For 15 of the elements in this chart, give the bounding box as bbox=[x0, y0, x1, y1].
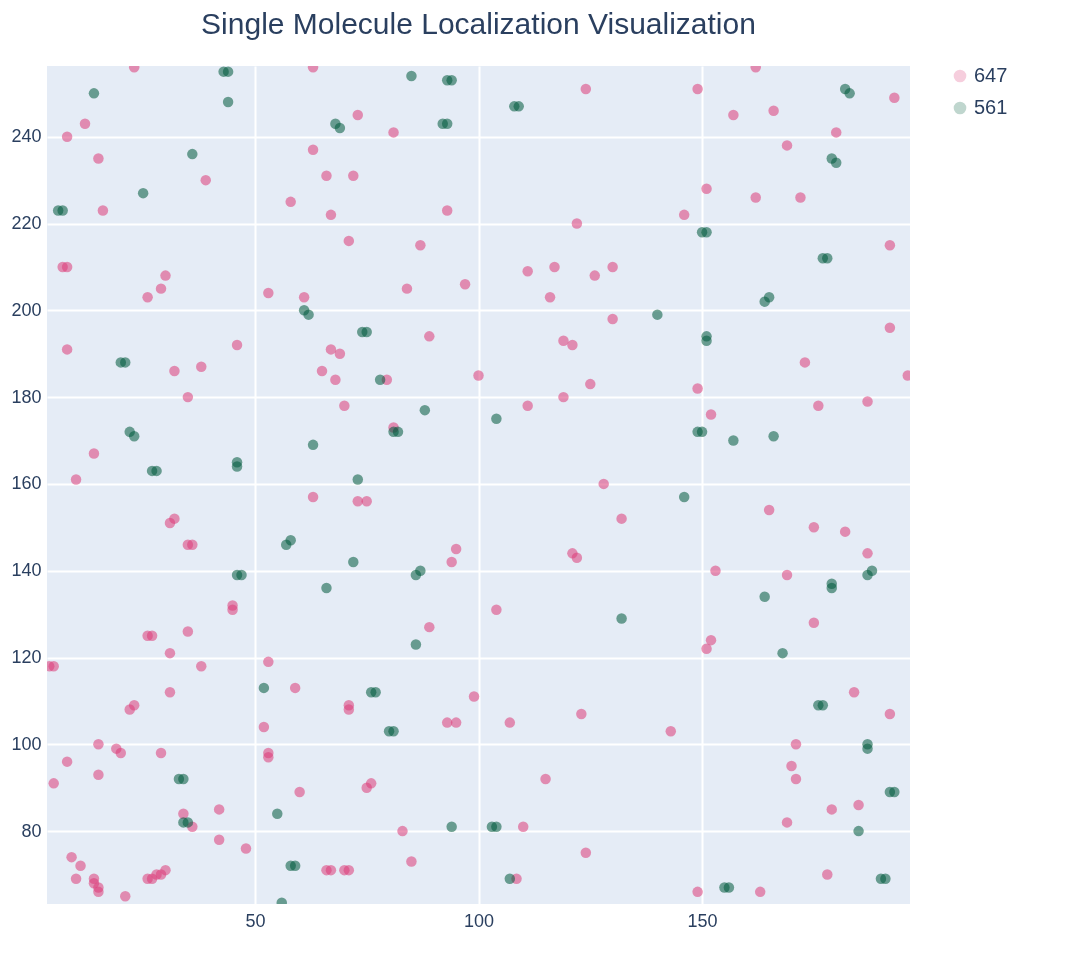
legend-label: 561 bbox=[974, 96, 1008, 118]
y-tick-label: 120 bbox=[11, 647, 42, 667]
y-tick-label: 80 bbox=[21, 820, 42, 841]
y-tick-label: 100 bbox=[11, 733, 42, 754]
x-tick-label: 150 bbox=[687, 910, 718, 931]
y-tick-label: 220 bbox=[11, 213, 42, 234]
y-tick-label: 200 bbox=[11, 299, 42, 320]
legend-label: 647 bbox=[974, 64, 1008, 86]
x-tick-label: 50 bbox=[245, 910, 266, 931]
y-tick-label: 160 bbox=[11, 473, 42, 494]
y-tick-label: 240 bbox=[11, 126, 42, 147]
x-tick-label: 100 bbox=[463, 910, 495, 931]
y-tick-label: 140 bbox=[11, 560, 42, 581]
chart-title: Single Molecule Localization Visualization bbox=[201, 7, 756, 40]
y-tick-label: 180 bbox=[11, 386, 42, 407]
